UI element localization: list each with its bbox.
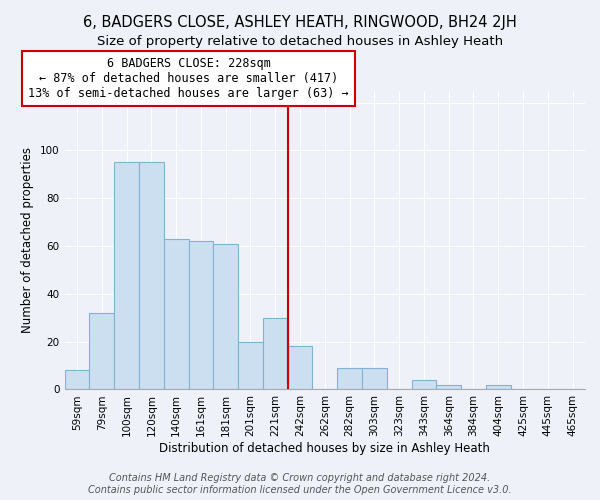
Bar [436,384,461,390]
Bar [89,313,114,390]
Text: 6 BADGERS CLOSE: 228sqm
← 87% of detached houses are smaller (417)
13% of semi-d: 6 BADGERS CLOSE: 228sqm ← 87% of detache… [28,57,349,100]
Bar [114,162,139,390]
Bar [263,318,287,390]
Bar [412,380,436,390]
Bar [139,162,164,390]
Y-axis label: Number of detached properties: Number of detached properties [22,147,34,333]
X-axis label: Distribution of detached houses by size in Ashley Heath: Distribution of detached houses by size … [160,442,490,455]
Bar [213,244,238,390]
Text: Contains HM Land Registry data © Crown copyright and database right 2024.
Contai: Contains HM Land Registry data © Crown c… [88,474,512,495]
Bar [287,346,313,390]
Text: 6, BADGERS CLOSE, ASHLEY HEATH, RINGWOOD, BH24 2JH: 6, BADGERS CLOSE, ASHLEY HEATH, RINGWOOD… [83,15,517,30]
Bar [486,384,511,390]
Bar [362,368,387,390]
Bar [238,342,263,390]
Bar [164,239,188,390]
Bar [65,370,89,390]
Bar [337,368,362,390]
Text: Size of property relative to detached houses in Ashley Heath: Size of property relative to detached ho… [97,35,503,48]
Bar [188,242,213,390]
